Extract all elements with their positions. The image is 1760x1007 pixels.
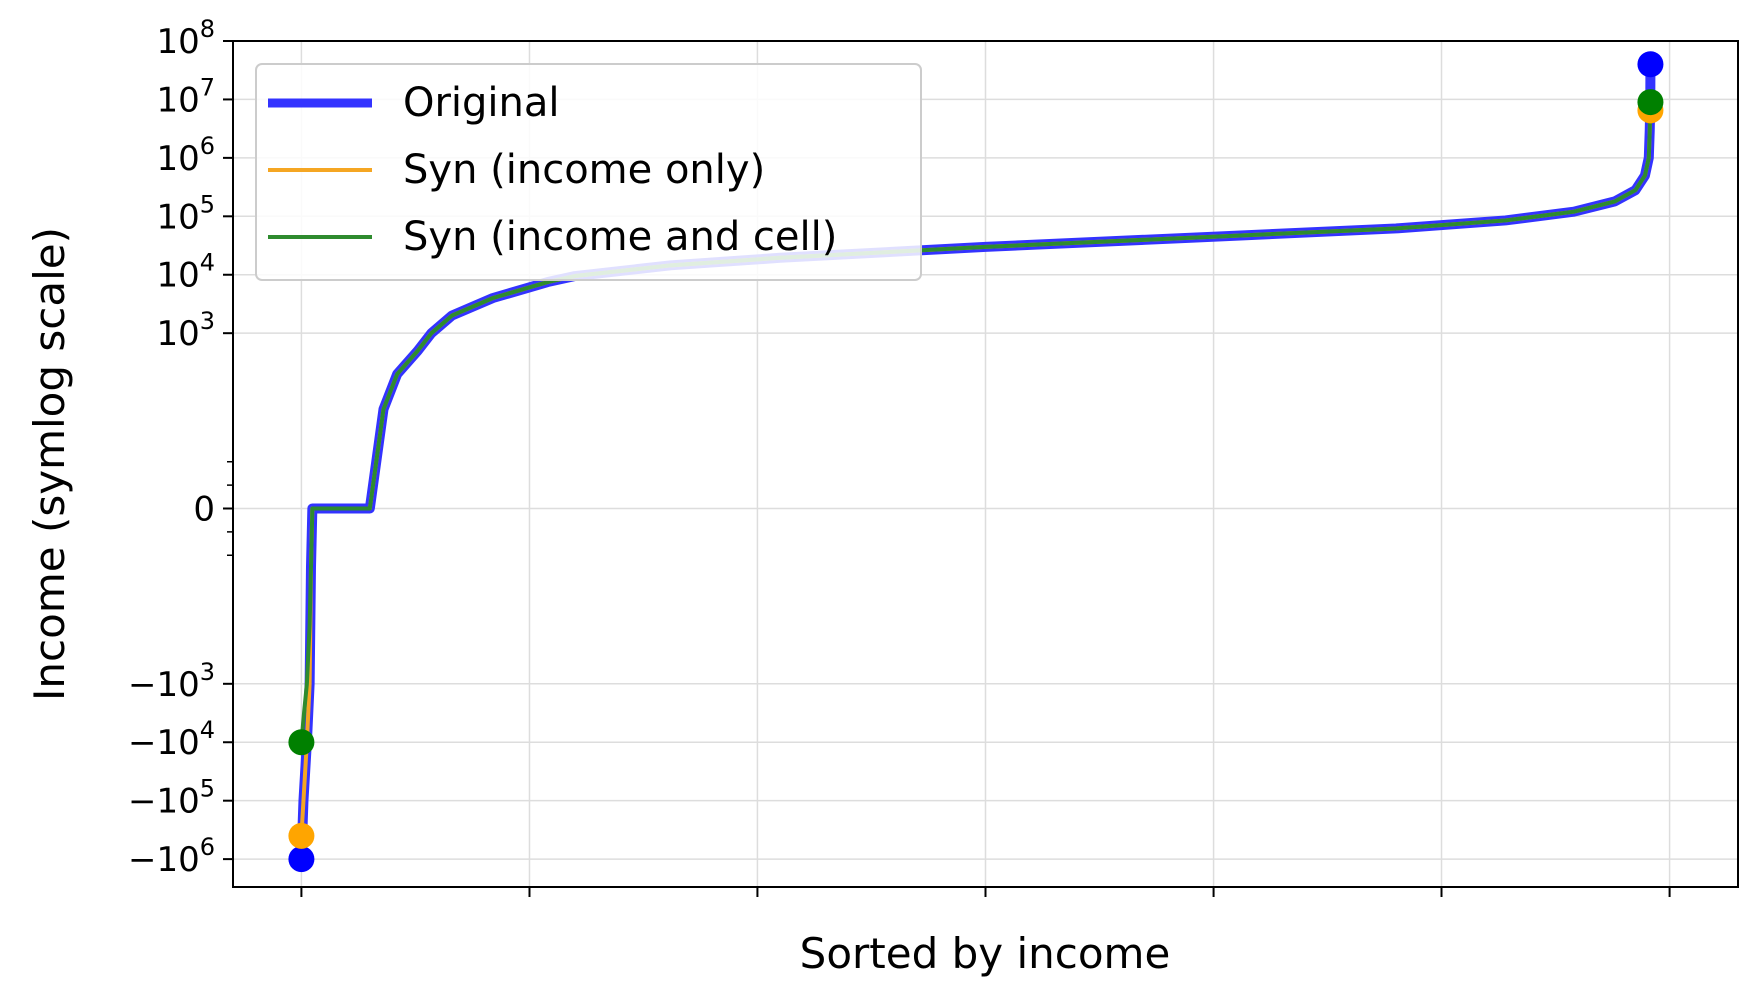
endpoint-marker [288, 846, 315, 873]
endpoint-marker [1637, 51, 1664, 78]
legend-frame [255, 63, 922, 281]
y-tick-label: −106 [128, 833, 215, 880]
endpoint-marker [1637, 89, 1664, 116]
x-axis-ticks [300, 887, 1671, 897]
series-endpoint-markers [288, 51, 1664, 873]
endpoint-marker [288, 822, 315, 849]
legend-label-syn-income-and-cell: Syn (income and cell) [403, 214, 837, 260]
y-tick-label: 104 [156, 249, 215, 296]
legend-label-original: Original [403, 80, 560, 126]
y-tick-label: 0 [193, 489, 215, 529]
y-tick-label: 108 [156, 15, 215, 62]
endpoint-marker [288, 729, 315, 756]
y-tick-label: 106 [156, 132, 215, 179]
y-tick-label: 107 [156, 73, 215, 120]
y-axis-ticks: −106 −105 −104 −103 0 103 104 105 106 107 108 [128, 15, 233, 880]
legend: Original Syn (income only) Syn (income a… [255, 63, 922, 281]
y-axis-label: Income (symlog scale) [25, 227, 74, 701]
y-tick-label: −103 [128, 658, 215, 705]
y-tick-label: 105 [156, 190, 215, 237]
x-axis-label: Sorted by income [800, 929, 1171, 978]
y-tick-label: −104 [128, 716, 215, 763]
legend-label-syn-income-only: Syn (income only) [403, 147, 765, 193]
y-tick-label: 103 [156, 307, 215, 354]
y-tick-label: −105 [128, 775, 215, 822]
